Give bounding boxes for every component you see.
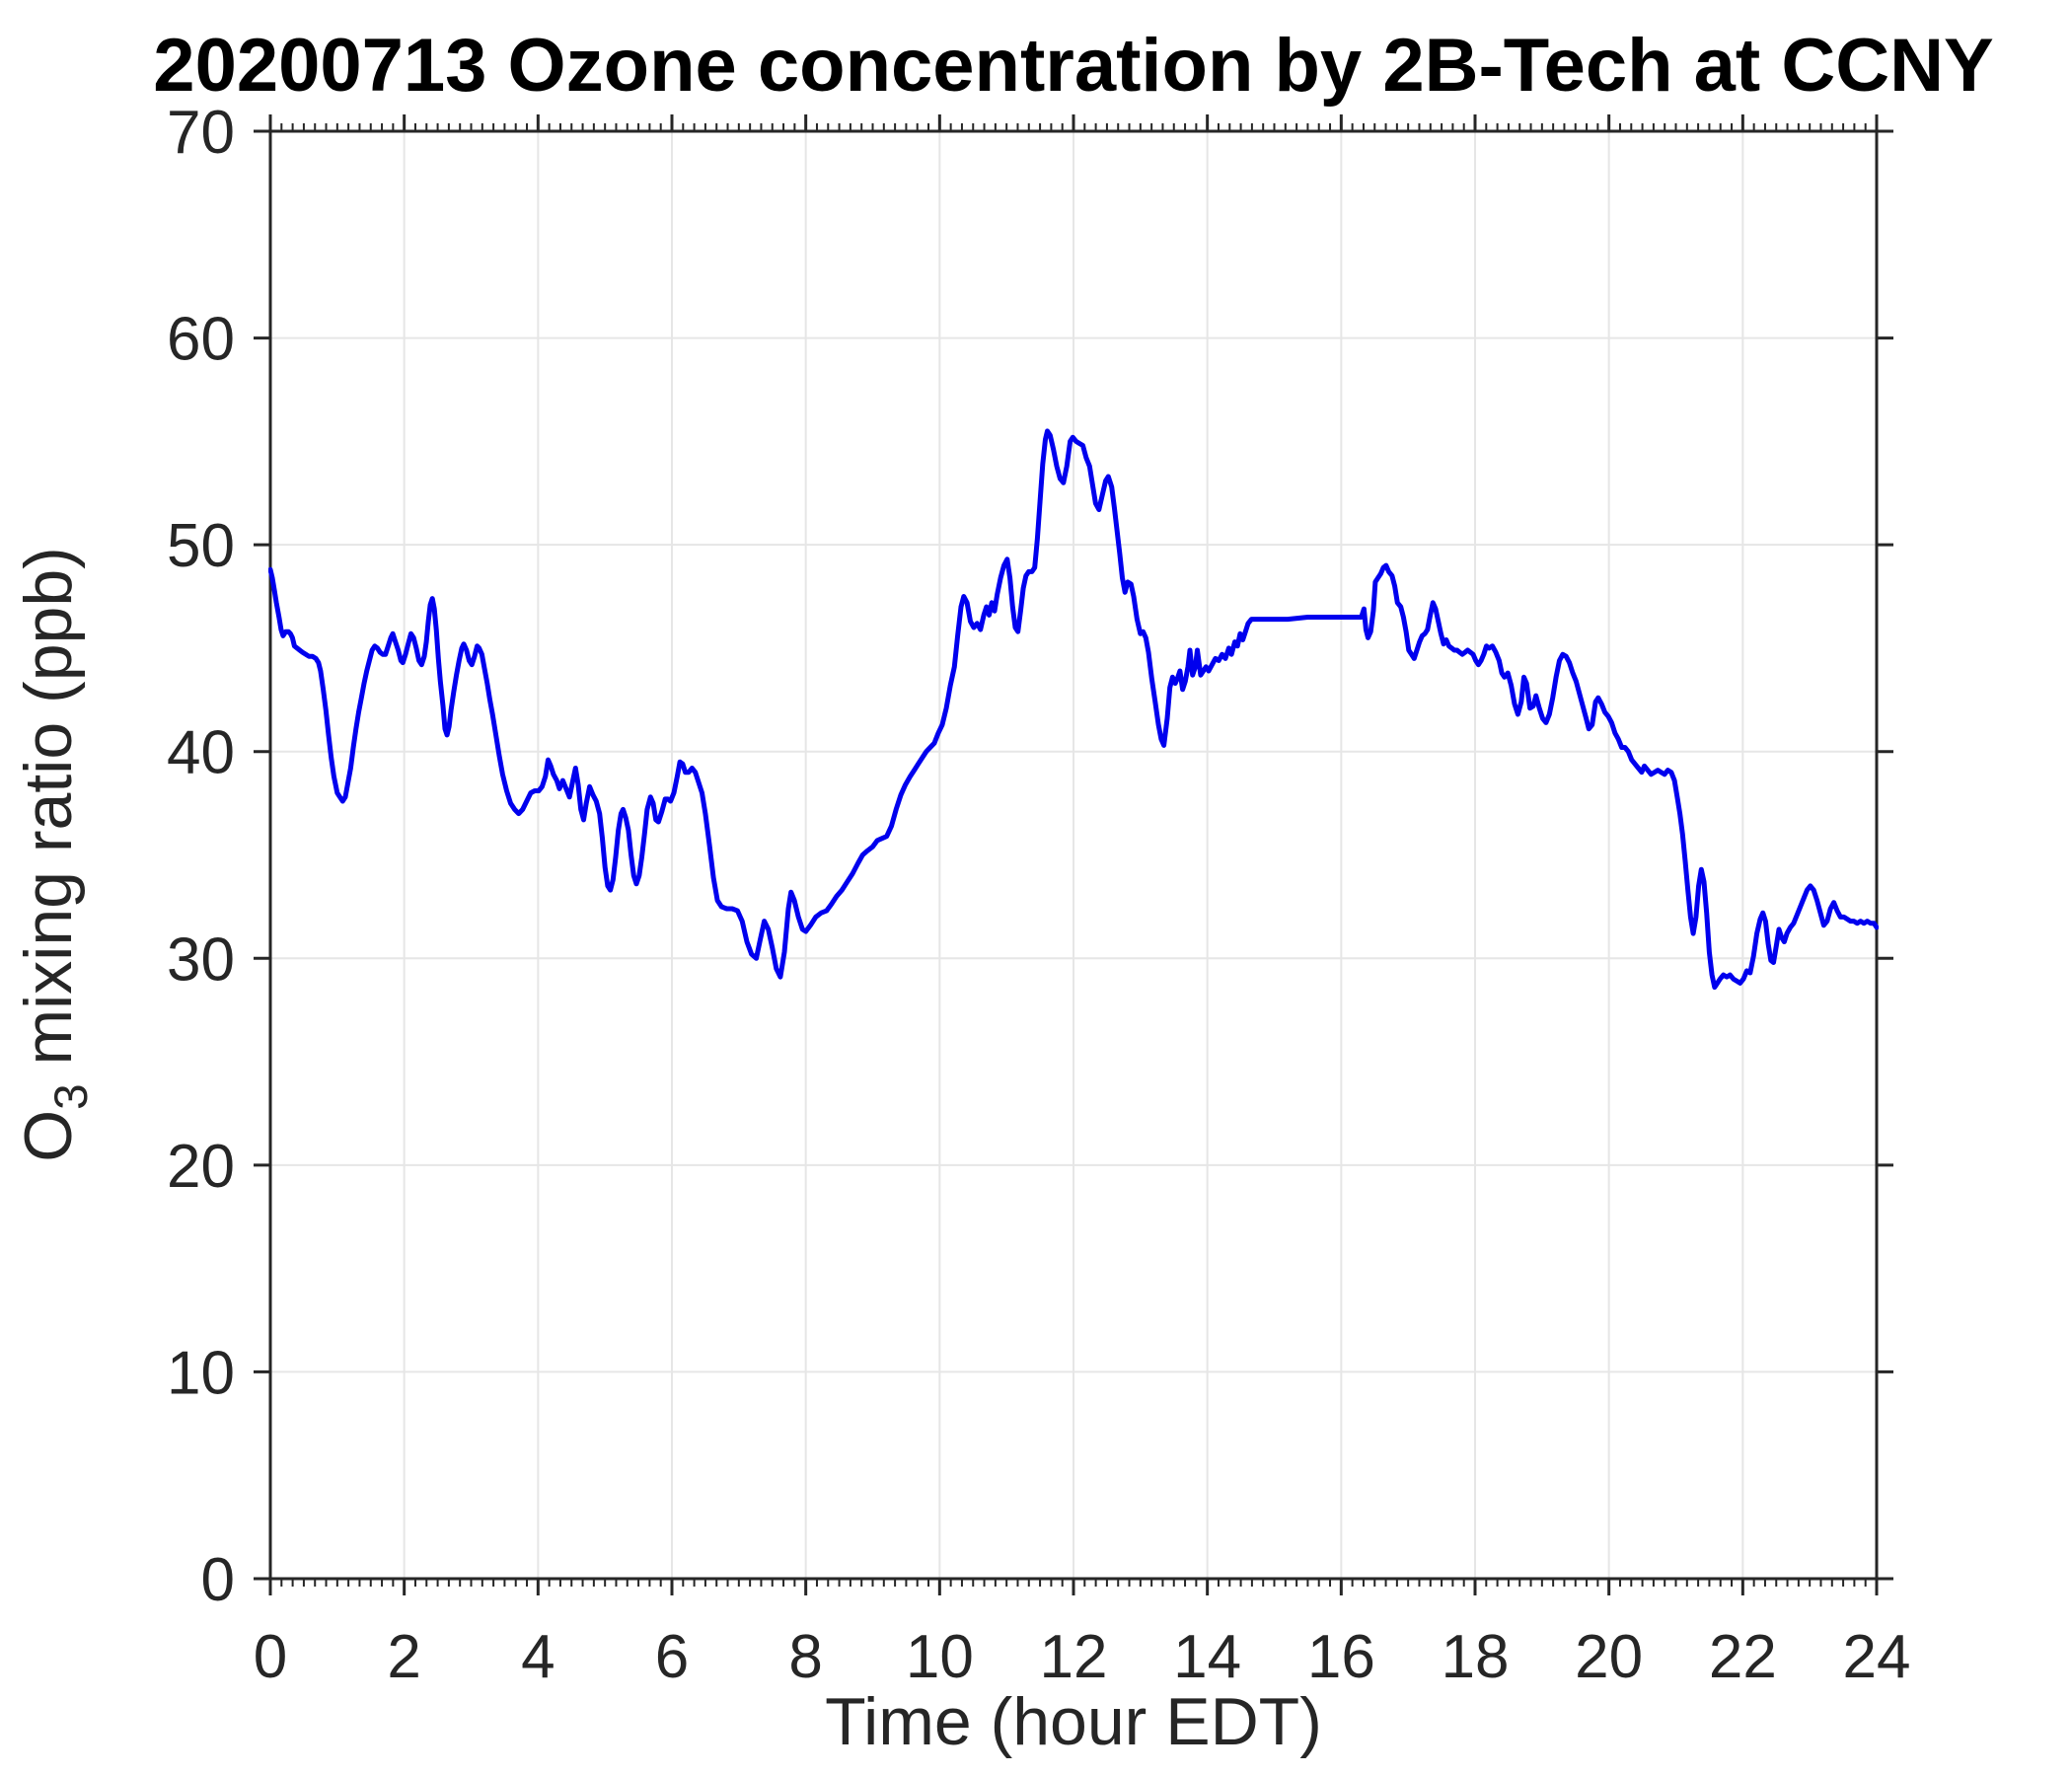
y-tick-label: 60 — [167, 306, 235, 374]
x-tick-label: 24 — [1843, 1623, 1911, 1691]
x-tick-label: 8 — [788, 1623, 822, 1691]
x-tick-label: 0 — [254, 1623, 287, 1691]
x-tick-labels: 0 2 4 6 8 10 12 14 16 18 20 22 24 — [254, 1623, 1911, 1691]
axes-box-outline — [268, 129, 1879, 1581]
axes-box — [268, 129, 1879, 1581]
y-tick-label: 0 — [201, 1546, 235, 1614]
x-tick-label: 4 — [521, 1623, 555, 1691]
data-series-layer — [268, 428, 1879, 991]
x-tick-label: 14 — [1173, 1623, 1241, 1691]
x-axis-title: Time (hour EDT) — [825, 1684, 1322, 1759]
y-tick-labels: 0 10 20 30 40 50 60 70 — [167, 99, 235, 1614]
x-tick-label: 22 — [1709, 1623, 1777, 1691]
y-tick-label: 50 — [167, 512, 235, 580]
x-tick-label: 20 — [1575, 1623, 1643, 1691]
y-tick-label: 30 — [167, 925, 235, 994]
chart-title: 20200713 Ozone concentration by 2B-Tech … — [153, 24, 1993, 108]
y-tick-label: 20 — [167, 1133, 235, 1201]
x-tick-label: 18 — [1442, 1623, 1510, 1691]
y-tick-label: 70 — [167, 99, 235, 167]
x-tick-label: 6 — [655, 1623, 689, 1691]
y-tick-label: 40 — [167, 719, 235, 787]
x-tick-label: 12 — [1040, 1623, 1108, 1691]
gridlines — [270, 131, 1877, 1579]
y-axis-title: O3 mixing ratio (ppb) — [11, 547, 98, 1162]
y-tick-label: 10 — [167, 1339, 235, 1407]
x-tick-label: 10 — [906, 1623, 974, 1691]
ozone-data-line — [268, 428, 1879, 991]
x-tick-label: 16 — [1307, 1623, 1375, 1691]
x-tick-label: 2 — [387, 1623, 420, 1691]
